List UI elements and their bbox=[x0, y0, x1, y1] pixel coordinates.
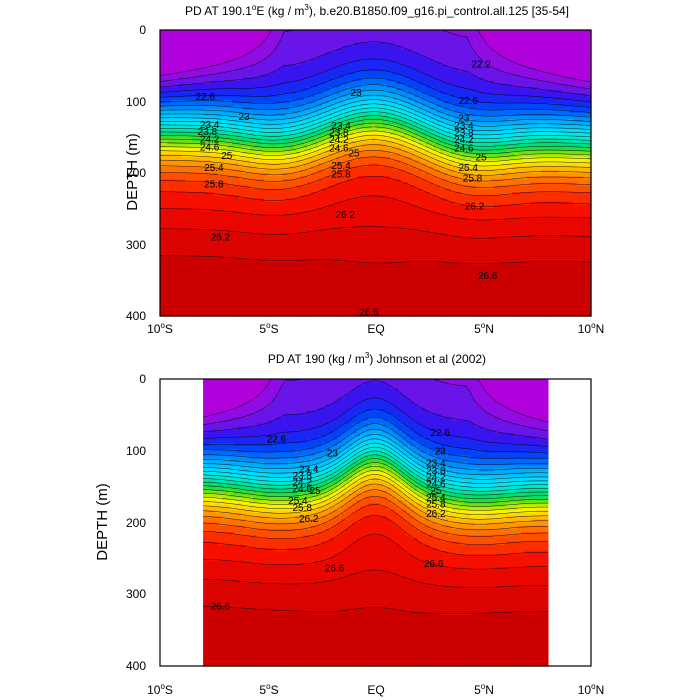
panel-model: PD AT 190.1oE (kg / m3), b.e20.B1850.f09… bbox=[124, 3, 604, 336]
panel-model-title: PD AT 190.1oE (kg / m3), b.e20.B1850.f09… bbox=[185, 3, 569, 18]
panel-model-plot bbox=[160, 30, 592, 317]
